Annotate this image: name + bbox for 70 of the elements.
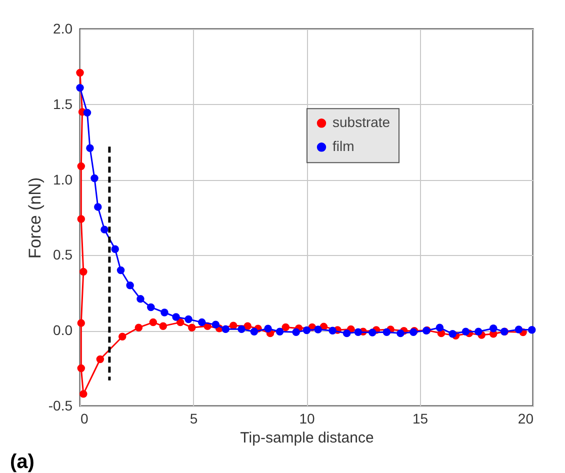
legend-label: substrate [332, 114, 390, 130]
point [100, 226, 108, 234]
y-tick-label: 1.0 [53, 171, 73, 188]
point [292, 328, 300, 336]
point [448, 330, 456, 338]
point [134, 324, 143, 332]
x-tick-label: 10 [299, 410, 315, 426]
point [111, 245, 119, 254]
point [80, 390, 88, 398]
y-axis-title: Force (nN) [25, 177, 44, 259]
point [514, 326, 523, 334]
point [94, 203, 102, 211]
point [76, 68, 84, 77]
point [396, 329, 404, 338]
point [198, 318, 206, 326]
point [188, 324, 196, 332]
point [328, 326, 336, 334]
point [264, 324, 272, 333]
legend-label: film [332, 138, 354, 154]
point [149, 318, 158, 326]
point [80, 268, 88, 276]
x-axis-title: Tip-sample distance [240, 430, 374, 446]
point [462, 328, 470, 336]
y-tick-label: 1.5 [53, 96, 73, 112]
y-tick-label: 2.0 [53, 20, 73, 36]
point [176, 318, 184, 326]
point [136, 295, 144, 303]
point [302, 326, 311, 334]
point [118, 332, 126, 340]
point [342, 329, 351, 338]
point [77, 215, 86, 223]
point [528, 326, 536, 334]
point [83, 108, 92, 117]
point [250, 328, 258, 336]
point [354, 328, 362, 336]
point [282, 323, 290, 332]
point [77, 162, 86, 170]
y-tick-label: 0.5 [53, 246, 73, 263]
point [172, 313, 180, 321]
point [160, 308, 168, 316]
point [77, 319, 86, 327]
point [159, 322, 167, 330]
x-tick-label: 0 [80, 410, 88, 426]
point [244, 322, 252, 330]
y-tick-label: -0.5 [48, 398, 73, 414]
point [77, 364, 86, 372]
text: (a) [10, 451, 34, 473]
point [382, 328, 391, 336]
point [116, 266, 125, 274]
x-tick-label: 15 [412, 410, 428, 426]
point [436, 324, 444, 332]
point [368, 328, 376, 336]
point [474, 328, 482, 336]
point [229, 322, 238, 330]
point [96, 355, 104, 364]
x-tick-label: 20 [518, 410, 534, 426]
y-tick-label: 0.0 [53, 322, 73, 338]
point [222, 325, 230, 333]
x-tick-label: 5 [190, 410, 198, 426]
point [276, 328, 284, 336]
point [86, 144, 94, 152]
point [238, 325, 246, 333]
point [314, 326, 322, 334]
point [147, 303, 155, 312]
point [90, 174, 98, 182]
point [184, 315, 192, 324]
point [126, 281, 134, 290]
point [76, 84, 84, 92]
point [212, 320, 220, 328]
point [489, 324, 498, 332]
